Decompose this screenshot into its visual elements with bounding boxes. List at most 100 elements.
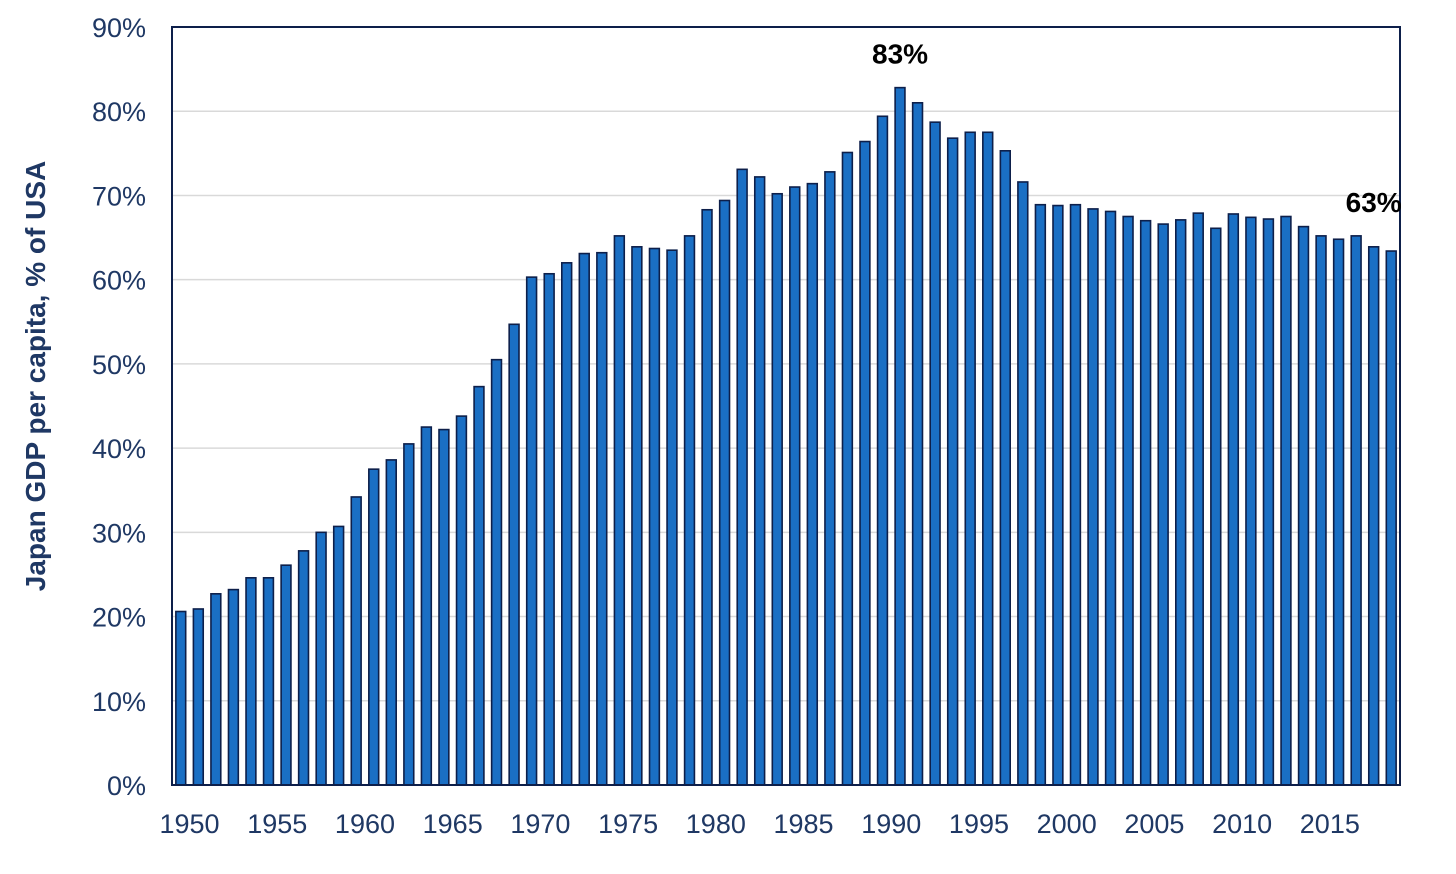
bar-1960: [350, 496, 362, 786]
bar-2017: [1350, 235, 1362, 786]
bar-1989: [859, 140, 871, 786]
bar-1986: [806, 182, 819, 786]
bar-1962: [385, 459, 397, 786]
bar-2005: [1139, 219, 1152, 786]
bar-1972: [561, 262, 573, 786]
bar-1978: [666, 249, 678, 786]
bar-1961: [368, 468, 380, 786]
bar-1993: [929, 121, 941, 786]
bar-1994: [946, 137, 959, 786]
bar-1996: [982, 131, 994, 786]
annotations: 83% 63%: [872, 39, 1402, 218]
bar-1979: [683, 235, 696, 786]
y-tick-label: 40%: [92, 434, 146, 464]
bar-2014: [1297, 225, 1310, 786]
bar-1977: [648, 247, 661, 786]
annotation-label: 63%: [1346, 187, 1402, 218]
bar-2007: [1175, 219, 1187, 786]
x-tick-label: 1985: [774, 809, 834, 839]
y-tick-label: 70%: [92, 181, 146, 211]
bar-2015: [1315, 235, 1327, 786]
bar-2004: [1122, 215, 1134, 786]
bar-2010: [1227, 213, 1240, 786]
x-axis-tick-labels: 1950 1955 1960 1965 1970 1975 1980 1985 1990 1995…: [160, 809, 1360, 839]
y-tick-label: 10%: [92, 687, 146, 717]
bar-1950: [175, 610, 187, 786]
y-axis-tick-labels: 0% 10% 20% 30% 40% 50% 60% 70% 80% 90%: [92, 13, 146, 801]
bar-1983: [753, 176, 766, 786]
bar-2001: [1069, 203, 1082, 786]
bar-1975: [613, 235, 626, 786]
y-tick-label: 60%: [92, 266, 146, 296]
x-tick-label: 2010: [1212, 809, 1272, 839]
bar-2011: [1245, 216, 1257, 786]
bar-1998: [1017, 181, 1029, 786]
y-tick-label: 20%: [92, 603, 146, 633]
bar-1980: [701, 208, 713, 786]
bar-1984: [771, 192, 783, 786]
bar-2002: [1087, 208, 1099, 786]
bar-1973: [578, 252, 590, 786]
bar-1965: [438, 428, 450, 786]
x-tick-label: 1990: [861, 809, 921, 839]
x-tick-label: 1950: [160, 809, 220, 839]
bar-1974: [596, 251, 608, 786]
bar-2000: [1052, 204, 1064, 786]
x-tick-label: 2015: [1300, 809, 1360, 839]
y-axis-title: Japan GDP per capita, % of USA: [20, 161, 51, 592]
bar-1959: [332, 525, 345, 786]
bar-1954: [245, 577, 257, 786]
bar-1958: [315, 531, 327, 786]
x-tick-label: 1995: [949, 809, 1009, 839]
bar-2003: [1104, 210, 1117, 786]
bar-1957: [297, 550, 310, 786]
y-tick-label: 50%: [92, 350, 146, 380]
y-tick-label: 30%: [92, 518, 146, 548]
y-tick-label: 90%: [92, 13, 146, 43]
bar-1956: [280, 564, 292, 786]
bar-1955: [262, 577, 275, 786]
bar-1985: [789, 186, 801, 786]
x-tick-label: 1975: [598, 809, 658, 839]
bar-1963: [403, 443, 415, 786]
x-tick-label: 1965: [423, 809, 483, 839]
bar-1992: [911, 102, 924, 786]
bar-1999: [1034, 203, 1047, 786]
x-tick-label: 1955: [247, 809, 307, 839]
bar-1981: [718, 199, 731, 786]
bars: [175, 86, 1397, 786]
y-tick-label: 80%: [92, 97, 146, 127]
x-tick-label: 1960: [335, 809, 395, 839]
bar-1982: [736, 168, 748, 786]
bar-1988: [841, 151, 854, 786]
x-tick-label: 2005: [1124, 809, 1184, 839]
bar-1990: [876, 115, 889, 786]
bar-1968: [490, 358, 503, 786]
bar-2006: [1157, 223, 1169, 786]
bar-1987: [824, 171, 836, 786]
bar-1952: [210, 593, 222, 786]
bar-1997: [999, 150, 1011, 786]
bar-1951: [192, 608, 205, 786]
bar-1969: [508, 323, 520, 786]
y-tick-label: 0%: [107, 771, 146, 801]
bar-1976: [631, 246, 643, 786]
x-tick-label: 1980: [686, 809, 746, 839]
bar-2009: [1210, 227, 1222, 786]
bar-2008: [1192, 212, 1204, 786]
bar-1995: [964, 131, 976, 786]
bar-1971: [543, 272, 555, 786]
bar-1964: [420, 426, 433, 786]
bar-1966: [455, 415, 468, 786]
plot-frame: [171, 26, 1401, 786]
bar-1970: [525, 276, 538, 786]
bar-1953: [227, 588, 240, 786]
bar-1991: [894, 86, 906, 786]
bar-2018: [1367, 246, 1380, 786]
bar-2019: [1385, 250, 1397, 786]
x-tick-label: 2000: [1037, 809, 1097, 839]
bar-2012: [1262, 218, 1275, 786]
x-tick-label: 1970: [510, 809, 570, 839]
bar-2013: [1280, 215, 1292, 786]
